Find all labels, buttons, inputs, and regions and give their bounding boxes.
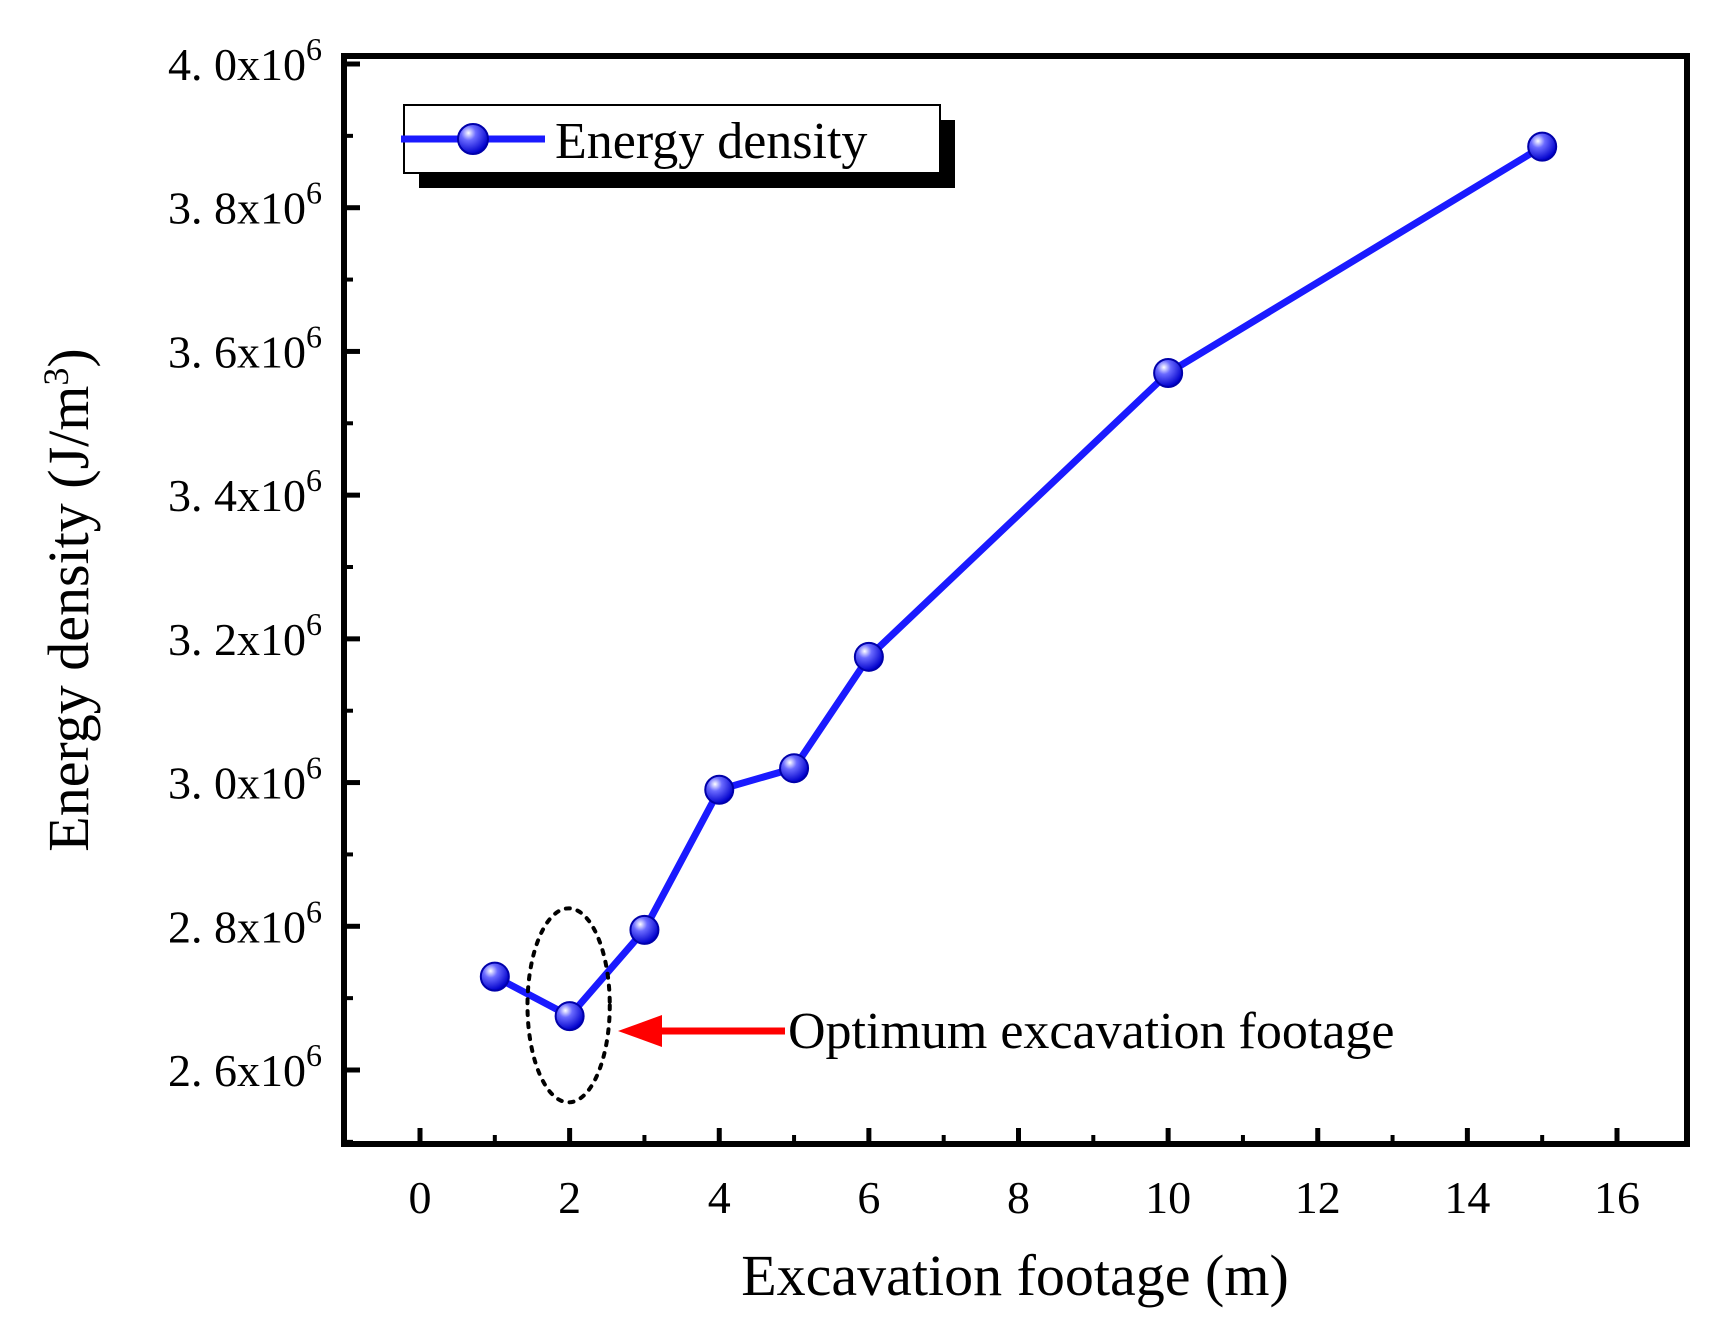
y-tick-mantissa: 3. 4x10 — [168, 470, 306, 521]
y-tick-mantissa: 2. 8x10 — [168, 901, 306, 952]
data-point — [554, 1001, 585, 1032]
y-axis-title: Energy density (J/m3) — [36, 348, 101, 851]
y-tick-exponent: 6 — [306, 31, 322, 67]
y-tick-label: 4. 0x106 — [168, 31, 322, 90]
y-tick-label: 3. 0x106 — [168, 750, 322, 809]
plot-frame — [341, 53, 1690, 1147]
series-energy-density — [479, 131, 1558, 1032]
data-point — [853, 641, 884, 672]
x-tick-label: 4 — [708, 1172, 731, 1223]
y-tick-mantissa: 3. 8x10 — [168, 183, 306, 234]
series-line — [493, 143, 1544, 1020]
x-tick-label: 14 — [1444, 1172, 1490, 1223]
legend: Energy density — [401, 104, 955, 188]
y-tick-label: 3. 8x106 — [168, 175, 322, 234]
x-tick-label: 16 — [1594, 1172, 1640, 1223]
legend-label: Energy density — [555, 113, 867, 170]
optimum-highlight-ellipse — [525, 906, 612, 1105]
y-tick-label: 2. 8x106 — [168, 893, 322, 952]
data-point — [629, 914, 660, 945]
data-point — [779, 753, 810, 784]
y-tick-label: 3. 2x106 — [168, 606, 322, 665]
x-tick-label: 0 — [409, 1172, 432, 1223]
x-tick-label: 6 — [857, 1172, 880, 1223]
y-tick-exponent: 6 — [306, 893, 322, 929]
y-tick-label: 2. 6x106 — [168, 1037, 322, 1096]
y-axis-title-sup: 3 — [36, 368, 76, 386]
data-point — [1527, 131, 1558, 162]
y-tick-mantissa: 2. 6x10 — [168, 1045, 306, 1096]
legend-marker-swatch — [457, 123, 489, 155]
x-axis-title: Excavation footage (m) — [741, 1243, 1289, 1308]
data-point — [1153, 357, 1184, 388]
x-tick-label: 12 — [1295, 1172, 1341, 1223]
y-tick-exponent: 6 — [306, 318, 322, 354]
y-tick-label: 3. 6x106 — [168, 318, 322, 377]
y-tick-mantissa: 3. 2x10 — [168, 614, 306, 665]
y-tick-mantissa: 4. 0x10 — [168, 39, 306, 90]
data-point — [479, 961, 510, 992]
x-tick-label: 8 — [1007, 1172, 1030, 1223]
optimum-arrow — [618, 1015, 785, 1047]
y-axis-title-main: Energy density (J/m — [36, 386, 101, 852]
y-tick-exponent: 6 — [306, 175, 322, 211]
y-tick-exponent: 6 — [306, 606, 322, 642]
y-tick-mantissa: 3. 6x10 — [168, 326, 306, 377]
x-tick-label: 2 — [558, 1172, 581, 1223]
data-point — [704, 774, 735, 805]
y-tick-mantissa: 3. 0x10 — [168, 758, 306, 809]
x-axis-ticks: 0 2 4 6 8 10 12 14 16 — [409, 1128, 1640, 1223]
y-tick-label: 3. 4x106 — [168, 462, 322, 521]
optimum-annotation-label: Optimum excavation footage — [788, 1003, 1394, 1060]
x-tick-label: 10 — [1145, 1172, 1191, 1223]
y-tick-exponent: 6 — [306, 462, 322, 498]
y-axis-title-close: ) — [36, 348, 101, 367]
y-tick-exponent: 6 — [306, 750, 322, 786]
y-tick-exponent: 6 — [306, 1037, 322, 1073]
